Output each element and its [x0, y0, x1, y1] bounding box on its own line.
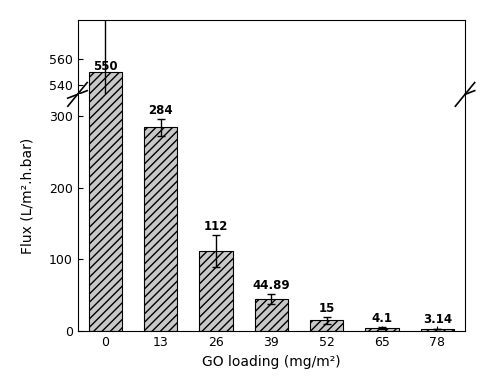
Text: Flux (L/m².h.bar): Flux (L/m².h.bar): [20, 138, 34, 254]
Text: 112: 112: [204, 220, 228, 233]
Text: 3.14: 3.14: [423, 314, 452, 327]
Text: 284: 284: [148, 103, 173, 117]
Bar: [310, 321, 343, 331]
Bar: [200, 251, 232, 331]
Bar: [88, 0, 122, 331]
Text: 550: 550: [93, 60, 118, 73]
Bar: [254, 299, 288, 331]
Bar: [366, 328, 398, 331]
Text: 15: 15: [318, 302, 335, 315]
Bar: [420, 329, 454, 331]
X-axis label: GO loading (mg/m²): GO loading (mg/m²): [202, 355, 340, 368]
Text: 44.89: 44.89: [252, 279, 290, 292]
Bar: [88, 72, 122, 392]
Bar: [144, 127, 177, 331]
Text: 4.1: 4.1: [372, 312, 392, 325]
